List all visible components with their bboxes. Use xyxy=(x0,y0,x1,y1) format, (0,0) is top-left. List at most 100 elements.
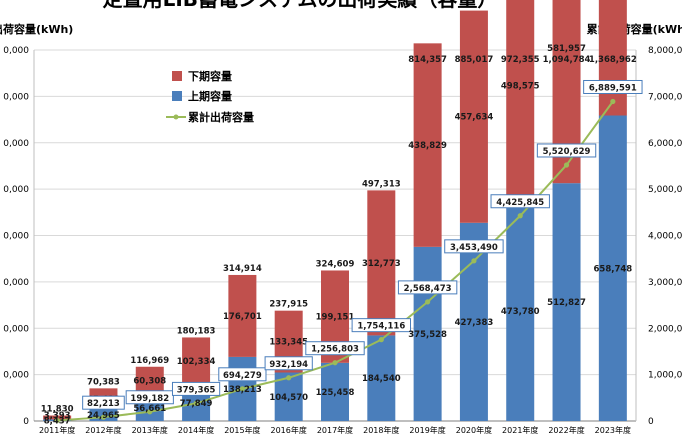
cumulative-marker xyxy=(517,213,523,219)
cumulative-label-box xyxy=(397,280,458,295)
bar-upper-period xyxy=(321,362,349,421)
cumulative-marker xyxy=(147,409,153,415)
cumulative-label: 2,568,473 xyxy=(404,284,452,294)
bars xyxy=(43,0,627,421)
cumulative-label: 5,520,629 xyxy=(543,147,591,157)
legend-label-cumulative: 累計出荷容量 xyxy=(188,110,254,124)
category-axis: 2011年度 2012年度 2013年度 2014年度 2015年度 2016年度 2017… xyxy=(39,425,631,435)
legend: 下期容量 上期容量 累計出荷容量 xyxy=(166,69,254,124)
right-tick-label: 2,000,0 xyxy=(648,324,682,334)
cumulative-label: 1,754,116 xyxy=(357,322,405,332)
upper-period-label: 24,965 xyxy=(87,411,120,421)
cumulative-marker xyxy=(54,417,60,424)
lower-period-label: 60,308 xyxy=(133,377,166,387)
right-tick-label: 8,000,0 xyxy=(648,46,682,56)
category-label: 2016年度 xyxy=(271,425,307,435)
right-tick-label: 1,000,0 xyxy=(648,371,682,381)
upper-period-label: 77,849 xyxy=(180,399,213,409)
total-label: 497,313 xyxy=(362,179,401,189)
cumulative-label: 379,365 xyxy=(177,385,216,395)
cumulative-marker xyxy=(378,337,384,343)
cumulative-label-box xyxy=(171,381,221,396)
legend-marker-cumulative xyxy=(173,114,179,120)
upper-period-label: 473,780 xyxy=(501,307,540,317)
category-label: 2020年度 xyxy=(456,425,492,435)
upper-period-label: 658,748 xyxy=(593,264,632,274)
total-label: 972,355 xyxy=(501,55,540,65)
bar-lower-period xyxy=(182,337,211,385)
lower-period-label: 199,151 xyxy=(316,313,355,323)
lower-period-label: 176,701 xyxy=(223,312,262,322)
upper-period-label: 427,383 xyxy=(455,318,494,328)
category-label: 2014年度 xyxy=(178,425,214,435)
left-tick-label: 0,000 xyxy=(3,278,29,288)
lower-period-label: 133,345 xyxy=(269,338,308,348)
cumulative-marker xyxy=(100,414,107,420)
cumulative-label: 932,194 xyxy=(269,360,308,370)
cumulative-label-box xyxy=(351,318,412,333)
data-labels: 11,8308,4373,39370,38345,41824,96582,213… xyxy=(41,44,643,427)
bar-upper-period xyxy=(459,222,488,421)
bar-lower-period xyxy=(459,10,488,223)
right-tick-label: 0 xyxy=(648,417,654,427)
category-label: 2019年度 xyxy=(409,425,445,435)
cumulative-label-box xyxy=(82,395,125,410)
upper-period-label: 56,661 xyxy=(133,404,166,414)
left-tick-label: 0,000 xyxy=(3,324,29,334)
left-tick-label: 0,000 xyxy=(3,232,29,242)
cumulative-marker xyxy=(610,98,616,105)
cumulative-marker xyxy=(425,299,431,305)
total-label: 180,183 xyxy=(177,326,216,336)
total-label: 237,915 xyxy=(269,300,308,310)
cumulative-label-box xyxy=(444,239,504,254)
total-label: 324,609 xyxy=(316,259,355,269)
upper-period-label: 104,570 xyxy=(269,393,308,403)
category-label: 2011年度 xyxy=(39,425,75,435)
lower-period-label: 102,334 xyxy=(177,357,216,367)
cumulative-label-box xyxy=(305,341,365,356)
bar-upper-period xyxy=(598,115,627,421)
total-label: 1,368,962 xyxy=(589,55,637,65)
category-label: 2023年度 xyxy=(595,425,631,435)
total-label: 314,914 xyxy=(223,264,262,274)
bar-lower-period xyxy=(413,43,442,247)
bar-upper-period xyxy=(506,201,535,421)
bar-lower-period xyxy=(506,0,535,202)
upper-period-label: 138,213 xyxy=(223,385,262,395)
bar-upper-period xyxy=(413,246,442,421)
total-label: 885,017 xyxy=(455,55,494,65)
bar-lower-period xyxy=(43,415,72,420)
category-label: 2021年度 xyxy=(502,425,538,435)
lower-period-label: 438,829 xyxy=(408,141,447,151)
upper-period-label: 3,393 xyxy=(44,411,71,421)
category-label: 2018年度 xyxy=(363,425,399,435)
left-tick-label: 0,000 xyxy=(3,92,29,102)
cumulative-label-box xyxy=(583,79,643,94)
cumulative-label: 6,889,591 xyxy=(589,83,637,93)
upper-period-label: 125,458 xyxy=(316,388,355,398)
cumulative-marker xyxy=(471,258,477,264)
bar-upper-period xyxy=(552,183,581,421)
bar-lower-period xyxy=(228,274,257,357)
cumulative-label: 199,182 xyxy=(130,394,169,404)
category-label: 2013年度 xyxy=(132,425,168,435)
upper-period-label: 512,827 xyxy=(547,298,586,308)
cumulative-label: 694,279 xyxy=(223,371,262,381)
cumulative-label-box xyxy=(125,390,174,405)
lower-period-label: 312,773 xyxy=(362,259,401,269)
lower-period-label: 498,575 xyxy=(501,82,540,92)
upper-period-label: 184,540 xyxy=(362,374,401,384)
cumulative-marker xyxy=(563,162,570,168)
lower-period-label: 8,437 xyxy=(44,417,71,427)
cumulative-marker xyxy=(193,400,199,407)
left-axis: 0 0,000 0,000 0,000 0,000 0,000 0,000 0,000 0,00… xyxy=(3,46,636,427)
right-tick-label: 3,000,0 xyxy=(648,278,682,288)
cumulative-label-box xyxy=(218,367,267,382)
category-label: 2017年度 xyxy=(317,425,353,435)
left-tick-label: 0 xyxy=(23,417,29,427)
total-label: 1,094,784 xyxy=(543,55,591,65)
legend-label-upper: 上期容量 xyxy=(188,89,232,103)
cumulative-label: 1,256,803 xyxy=(311,345,359,355)
